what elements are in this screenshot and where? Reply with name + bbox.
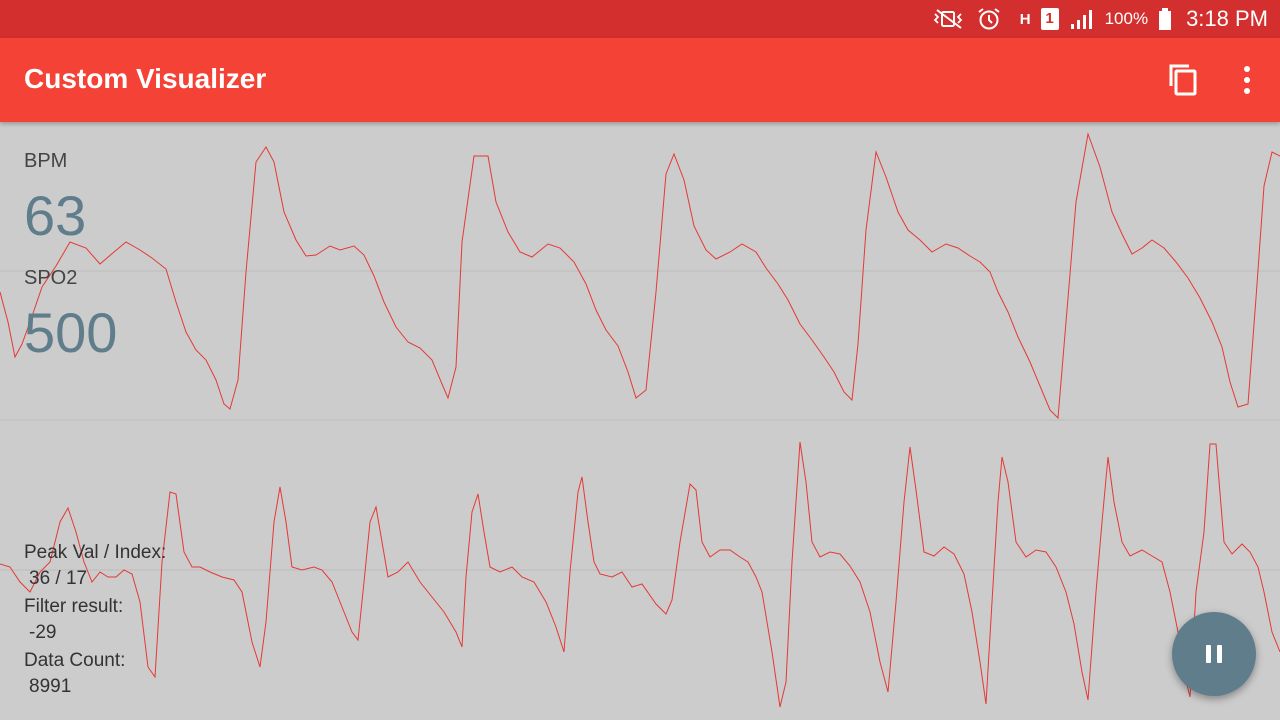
ppg-waveform bbox=[0, 132, 1280, 420]
peak-value: 36 / 17 bbox=[29, 568, 88, 589]
mute-vibrate-icon bbox=[933, 9, 963, 29]
bpm-value: 63 bbox=[24, 184, 87, 247]
spo2-label: SPO2 bbox=[24, 267, 78, 289]
battery-percent: 100% bbox=[1104, 9, 1149, 28]
copy-button[interactable] bbox=[1164, 60, 1204, 100]
battery-icon bbox=[1159, 8, 1172, 30]
copy-icon bbox=[1169, 64, 1197, 96]
count-value: 8991 bbox=[29, 676, 72, 697]
sim-1-icon: 1 bbox=[1040, 8, 1059, 30]
app-title: Custom Visualizer bbox=[24, 63, 267, 94]
network-h-icon: H bbox=[1019, 10, 1031, 28]
more-vert-icon bbox=[1244, 66, 1250, 94]
clock: 3:18 PM bbox=[1186, 6, 1268, 31]
pause-icon bbox=[1206, 645, 1222, 663]
filter-label: Filter result: bbox=[24, 596, 124, 617]
bpm-label: BPM bbox=[24, 150, 68, 172]
app-bar: Custom Visualizer bbox=[0, 38, 1280, 122]
alarm-icon bbox=[978, 8, 1000, 30]
spo2-value: 500 bbox=[24, 301, 118, 364]
status-bar: H 1 100% 3:18 PM bbox=[0, 0, 1280, 38]
count-label: Data Count: bbox=[24, 650, 126, 671]
filtered-waveform bbox=[0, 441, 1280, 708]
pause-button[interactable] bbox=[1172, 612, 1256, 696]
info-panel: Peak Val / Index: 36 / 17 Filter result:… bbox=[24, 540, 166, 700]
more-options-button[interactable] bbox=[1232, 60, 1262, 100]
peak-label: Peak Val / Index: bbox=[24, 542, 167, 563]
signal-icon bbox=[1070, 10, 1092, 29]
waveform-plot bbox=[0, 132, 1280, 708]
filter-value: -29 bbox=[29, 622, 57, 643]
